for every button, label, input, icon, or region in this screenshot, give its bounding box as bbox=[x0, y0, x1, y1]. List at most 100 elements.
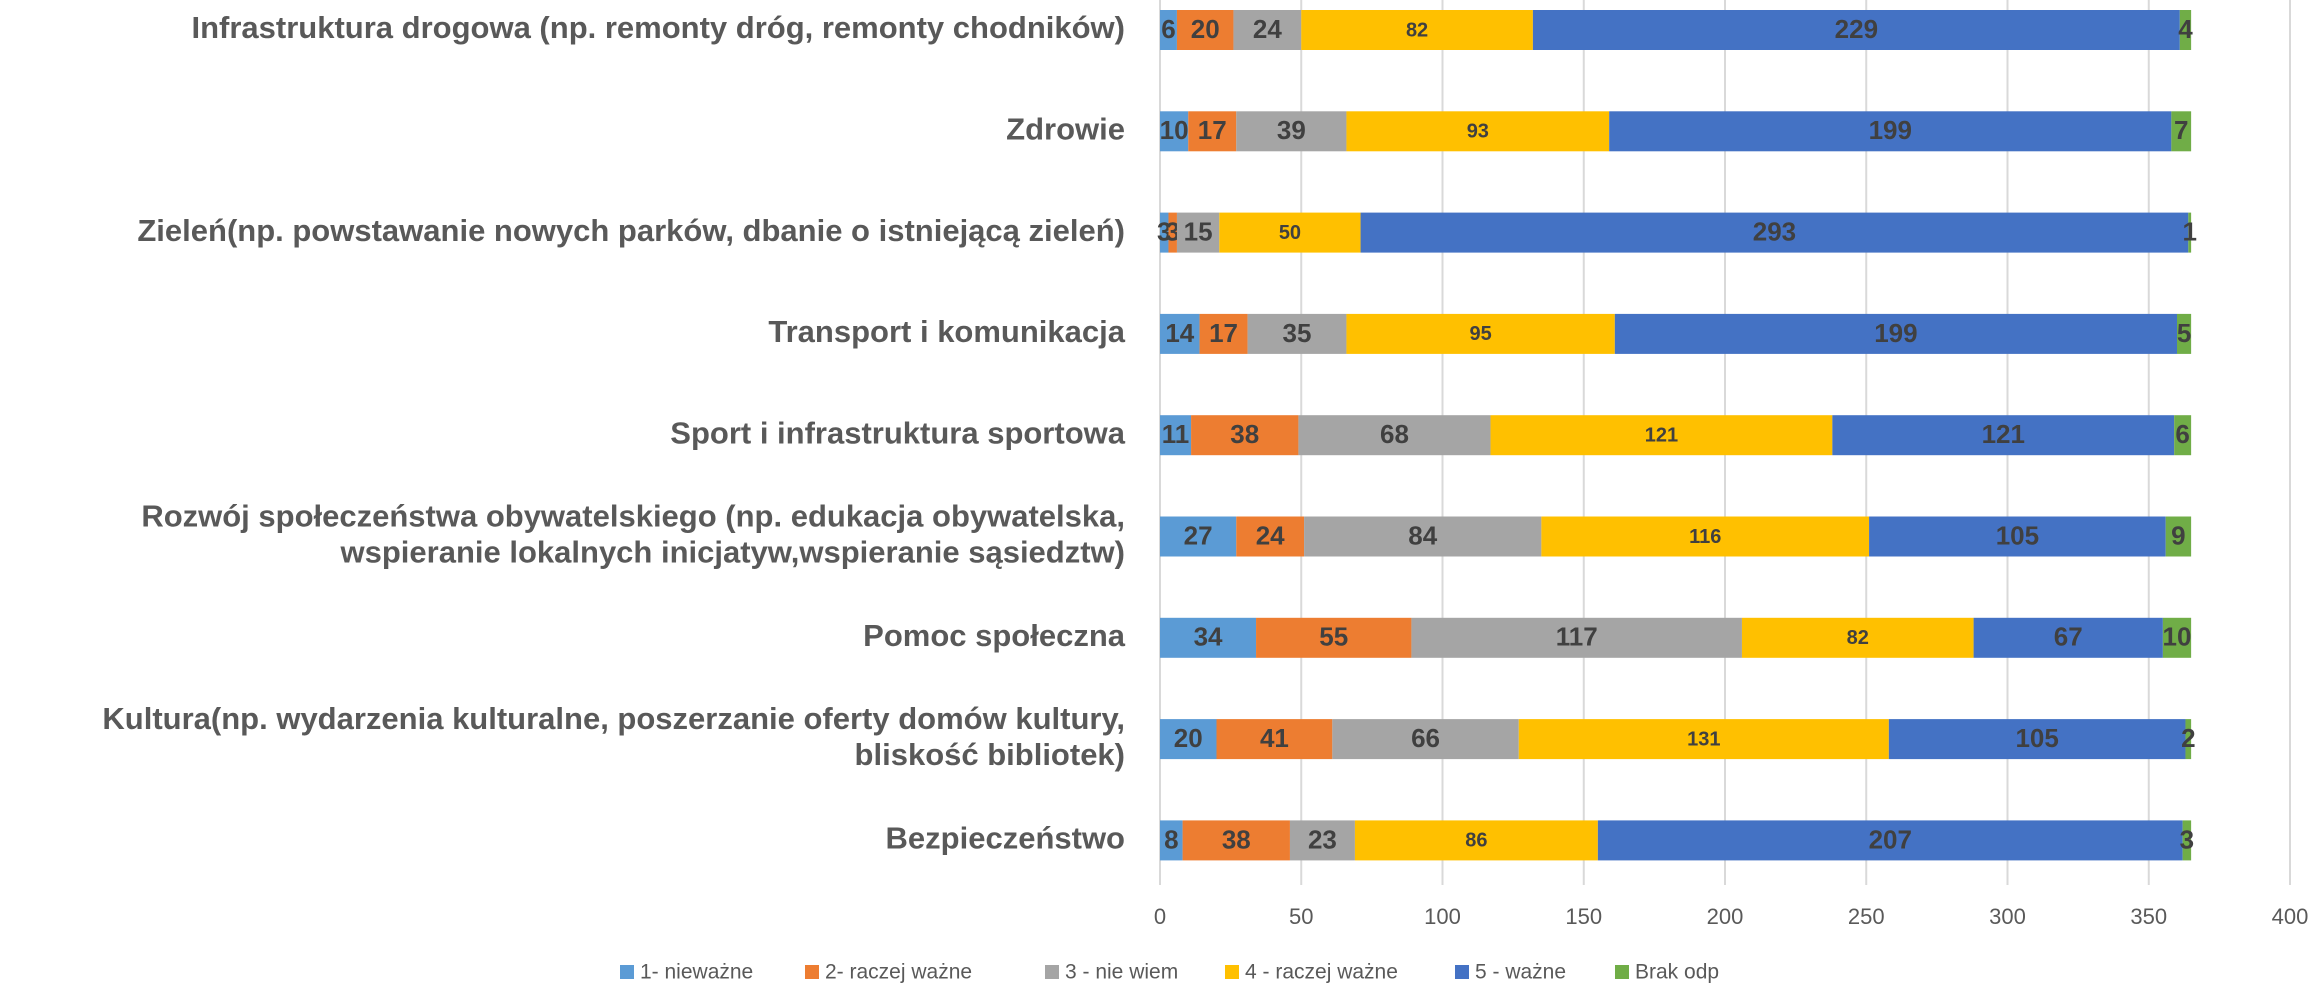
bar-segment bbox=[1182, 820, 1290, 861]
category-label: Infrastruktura drogowa (np. remonty dróg… bbox=[192, 10, 1126, 45]
x-tick-label: 0 bbox=[1154, 904, 1166, 929]
data-label: 11 bbox=[1162, 419, 1190, 449]
legend-label: 3 - nie wiem bbox=[1065, 961, 1178, 984]
bar-segment bbox=[1518, 719, 1889, 760]
x-tick-label: 200 bbox=[1707, 904, 1744, 929]
bar-segment bbox=[2185, 719, 2192, 760]
data-label: 41 bbox=[1260, 723, 1289, 753]
bar-segment bbox=[1236, 516, 1305, 557]
legend-swatch bbox=[1225, 965, 1239, 979]
data-label: 14 bbox=[1165, 318, 1194, 348]
data-label: 50 bbox=[1279, 222, 1301, 244]
bar-segment bbox=[1160, 516, 1237, 557]
category-label-line: Rozwój społeczeństwa obywatelskiego (np.… bbox=[141, 499, 1125, 534]
legend-label: Brak odp bbox=[1635, 961, 1719, 984]
bar-segment bbox=[1346, 111, 1610, 152]
data-label: 17 bbox=[1198, 115, 1227, 145]
bar-segment bbox=[1188, 111, 1237, 152]
data-label: 86 bbox=[1465, 830, 1487, 852]
bar-segment bbox=[1741, 617, 1974, 658]
legend-swatch bbox=[1615, 965, 1629, 979]
data-label: 8 bbox=[1164, 824, 1178, 854]
bar-segment bbox=[1614, 313, 2177, 354]
bar-segment bbox=[1160, 10, 1177, 50]
x-tick-label: 300 bbox=[1989, 904, 2026, 929]
bar-segment bbox=[1236, 111, 1347, 152]
data-label: 105 bbox=[2015, 723, 2058, 753]
data-label: 15 bbox=[1184, 216, 1213, 246]
bar-segment bbox=[1541, 516, 1870, 557]
bar-segment bbox=[1160, 719, 1217, 760]
data-label: 27 bbox=[1184, 520, 1213, 550]
data-label: 105 bbox=[1996, 520, 2039, 550]
bar-segment bbox=[1191, 415, 1299, 456]
legend-swatch bbox=[1455, 965, 1469, 979]
bar-segment bbox=[1160, 212, 1169, 253]
category-label: Zieleń(np. powstawanie nowych parków, db… bbox=[137, 213, 1125, 248]
bar-segment bbox=[1332, 719, 1519, 760]
bar-segment bbox=[1597, 820, 2183, 861]
bar-segment bbox=[1216, 719, 1333, 760]
data-label: 55 bbox=[1319, 622, 1348, 652]
bar-segment bbox=[1346, 313, 1615, 354]
data-label: 131 bbox=[1687, 728, 1720, 750]
data-label: 116 bbox=[1689, 526, 1721, 548]
data-label: 17 bbox=[1209, 318, 1238, 348]
x-tick-label: 100 bbox=[1424, 904, 1461, 929]
legend-label: 1- nieważne bbox=[640, 961, 753, 984]
bar-segment bbox=[1832, 415, 2175, 456]
category-label-line: Kultura(np. wydarzenia kulturalne, posze… bbox=[102, 701, 1125, 736]
data-label: 10 bbox=[2163, 622, 2192, 652]
data-label: 3 bbox=[1157, 216, 1171, 246]
data-label: 229 bbox=[1835, 14, 1878, 44]
bar-segment bbox=[1168, 212, 1177, 253]
data-label: 199 bbox=[1874, 318, 1917, 348]
bar-segment bbox=[1256, 617, 1412, 658]
data-label: 82 bbox=[1406, 19, 1428, 41]
bar-segment bbox=[1289, 820, 1355, 861]
legend-label: 5 - ważne bbox=[1475, 961, 1566, 984]
bar-segment bbox=[1176, 10, 1234, 50]
data-label: 3 bbox=[2180, 824, 2194, 854]
bar-segment bbox=[1233, 10, 1302, 50]
bar-segment bbox=[1219, 212, 1361, 253]
data-label: 2 bbox=[2181, 723, 2195, 753]
bar-segment bbox=[1532, 10, 2180, 50]
data-label: 20 bbox=[1174, 723, 1203, 753]
data-label: 68 bbox=[1380, 419, 1409, 449]
bar-segment bbox=[1176, 212, 1220, 253]
category-label-line: bliskość bibliotek) bbox=[855, 737, 1125, 772]
bar-segment bbox=[1304, 516, 1542, 557]
bar-segment bbox=[1609, 111, 2172, 152]
data-label: 34 bbox=[1194, 622, 1223, 652]
bar-segment bbox=[1160, 617, 1257, 658]
category-label: Pomoc społeczna bbox=[863, 618, 1126, 653]
bar-segment bbox=[1411, 617, 1742, 658]
category-label: Kultura(np. wydarzenia kulturalne, posze… bbox=[102, 701, 1125, 772]
data-label: 4 bbox=[2178, 14, 2193, 44]
legend-swatch bbox=[1045, 965, 1059, 979]
data-label: 6 bbox=[1161, 14, 1175, 44]
bar-segment bbox=[1301, 10, 1533, 50]
bar-segment bbox=[1360, 212, 2189, 253]
legend-swatch bbox=[805, 965, 819, 979]
data-label: 9 bbox=[2171, 520, 2185, 550]
x-tick-label: 400 bbox=[2272, 904, 2309, 929]
category-label: Sport i infrastruktura sportowa bbox=[670, 415, 1125, 450]
bar-segment bbox=[2174, 415, 2192, 456]
bar-segment bbox=[1160, 313, 1200, 354]
bar-segment bbox=[2188, 212, 2192, 253]
data-label: 35 bbox=[1283, 318, 1312, 348]
category-label-line: wspieranie lokalnych inicjatyw,wspierani… bbox=[340, 535, 1125, 570]
category-label: Zdrowie bbox=[1006, 111, 1125, 146]
data-label: 24 bbox=[1253, 14, 1282, 44]
bar-segment bbox=[1160, 820, 1183, 861]
data-label: 3 bbox=[1165, 216, 1179, 246]
data-label: 1 bbox=[2182, 216, 2196, 246]
data-label: 121 bbox=[1645, 424, 1678, 446]
data-label: 66 bbox=[1411, 723, 1440, 753]
data-label: 199 bbox=[1869, 115, 1912, 145]
legend-label: 2- raczej ważne bbox=[825, 961, 972, 984]
bar-segment bbox=[1973, 617, 2163, 658]
